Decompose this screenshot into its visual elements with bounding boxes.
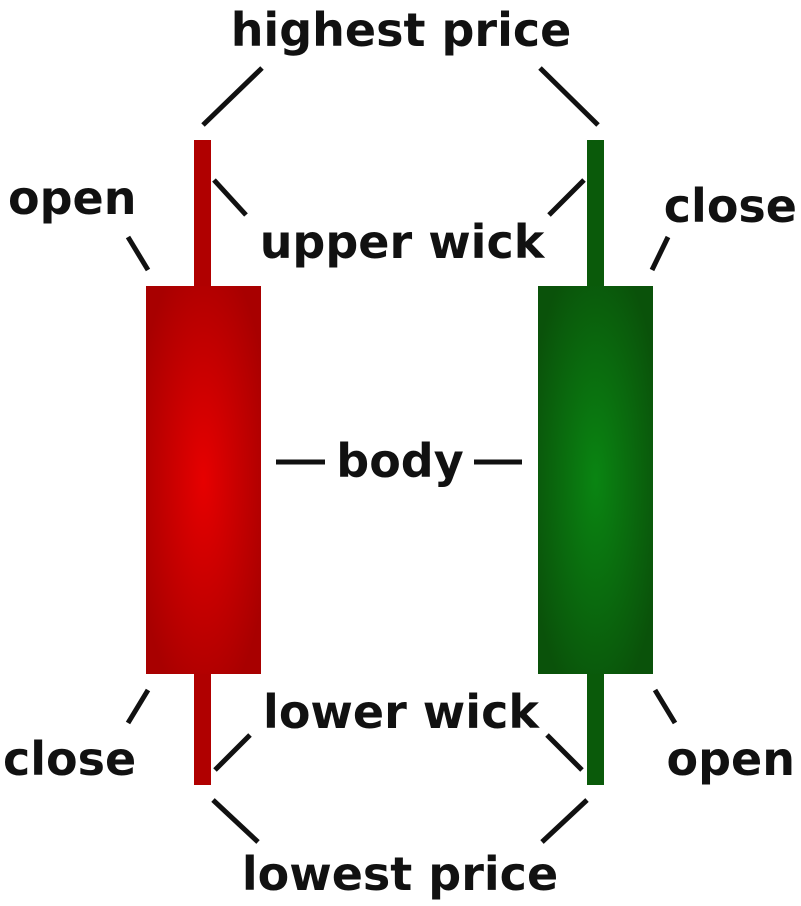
label-close-left: close bbox=[3, 732, 136, 786]
bullish-candle bbox=[538, 140, 653, 785]
label-upper-wick: upper wick bbox=[260, 215, 546, 269]
label-body: body bbox=[336, 434, 463, 488]
label-open-left: open bbox=[8, 171, 136, 225]
label-lowest-price: lowest price bbox=[242, 847, 558, 901]
label-open-right: open bbox=[667, 732, 795, 786]
label-lower-wick: lower wick bbox=[263, 685, 540, 739]
label-highest-price: highest price bbox=[231, 3, 572, 57]
bullish-body bbox=[538, 286, 653, 674]
label-close-right: close bbox=[664, 179, 797, 233]
bearish-candle bbox=[146, 140, 261, 785]
bearish-body bbox=[146, 286, 261, 674]
connector-lines bbox=[125, 66, 678, 844]
